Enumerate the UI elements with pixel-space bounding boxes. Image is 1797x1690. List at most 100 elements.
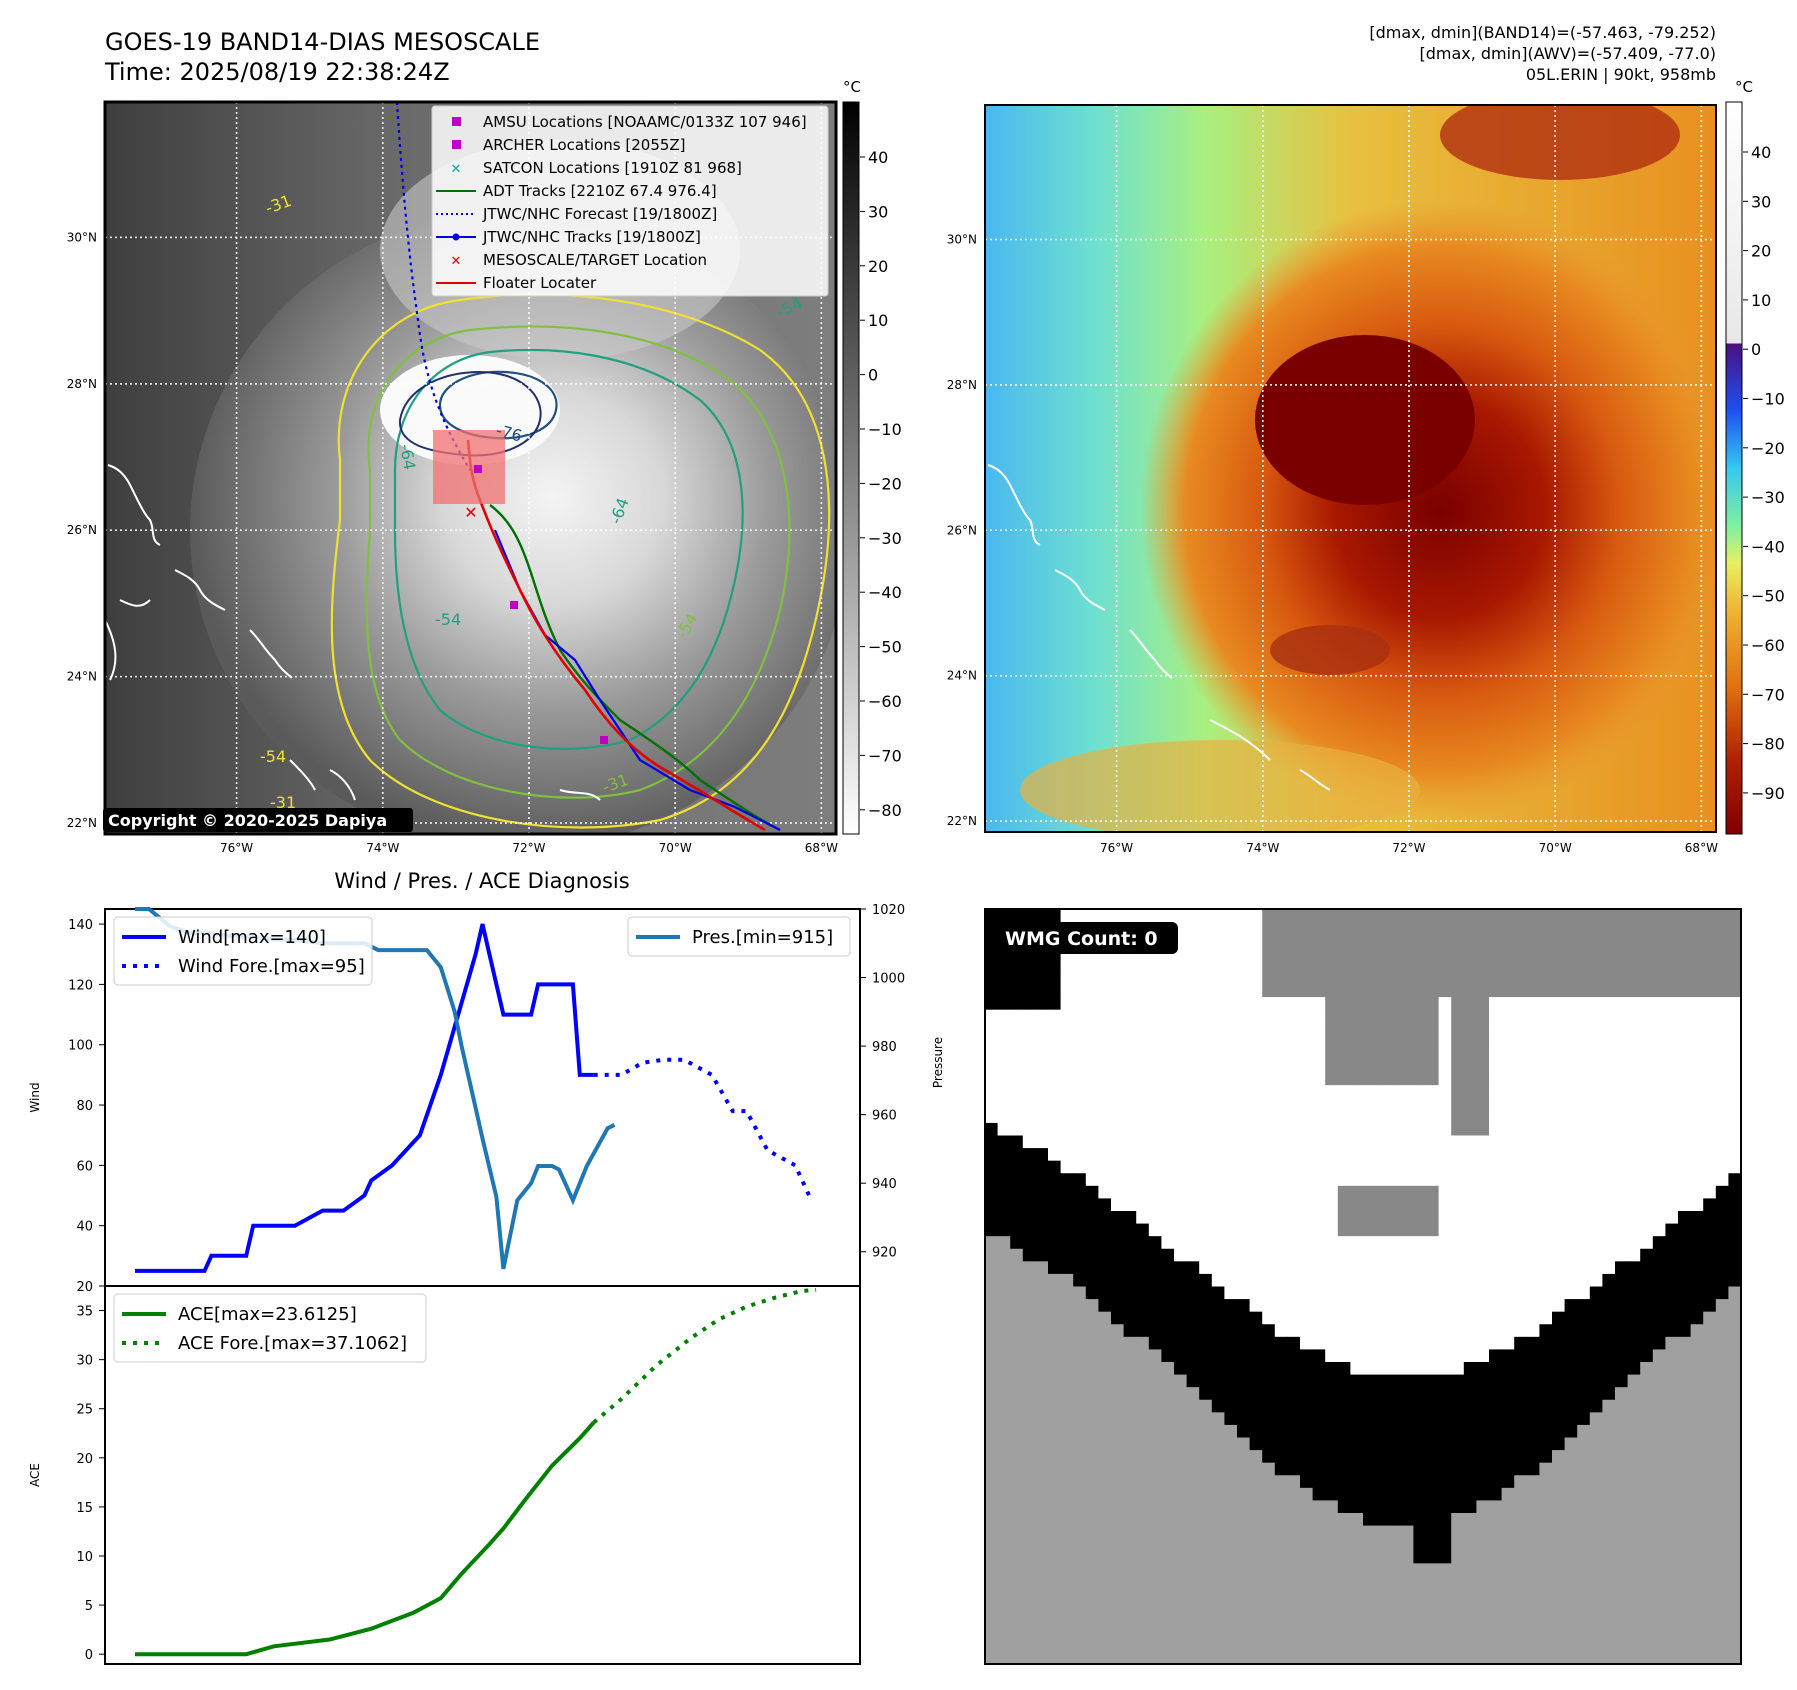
legend-entry: AMSU Locations [NOAAMC/0133Z 107 946] xyxy=(452,113,807,131)
wmg-cell xyxy=(1048,909,1062,923)
wmg-cell xyxy=(985,1122,999,1136)
wmg-cell xyxy=(1627,1387,1641,1401)
wmg-cell xyxy=(1438,1374,1452,1388)
wmg-cell xyxy=(1451,1525,1465,1539)
wmg-cell xyxy=(1350,1198,1364,1212)
wmg-cell xyxy=(1123,1022,1137,1036)
wmg-cell xyxy=(1640,1651,1654,1665)
wmg-cell xyxy=(1312,909,1326,923)
wmg-cell xyxy=(1136,984,1150,998)
wmg-cell xyxy=(1690,934,1704,948)
wmg-cell xyxy=(1703,1110,1717,1124)
wmg-cell xyxy=(1438,1450,1452,1464)
wmg-cell xyxy=(1325,1286,1339,1300)
wmg-cell xyxy=(1237,1374,1251,1388)
wmg-cell xyxy=(1186,1500,1200,1514)
wmg-cell xyxy=(1060,1613,1074,1627)
wmg-cell xyxy=(1514,1462,1528,1476)
wmg-cell xyxy=(1300,1588,1314,1602)
wmg-cell xyxy=(1136,1085,1150,1099)
wmg-cell xyxy=(1438,997,1452,1011)
wmg-cell xyxy=(1627,1236,1641,1250)
wmg-cell xyxy=(1224,1009,1238,1023)
wmg-cell xyxy=(1274,1236,1288,1250)
wmg-cell xyxy=(1249,909,1263,923)
wmg-cell xyxy=(1136,1638,1150,1652)
wmg-cell xyxy=(1728,909,1742,923)
wmg-cell xyxy=(1287,1097,1301,1111)
wmg-cell xyxy=(1035,1601,1049,1615)
wmg-cell xyxy=(1400,1173,1414,1187)
wmg-cell xyxy=(1388,1072,1402,1086)
wmg-cell xyxy=(1665,1286,1679,1300)
wmg-cell xyxy=(1111,1060,1125,1074)
wmg-cell xyxy=(1048,1085,1062,1099)
wmg-cell xyxy=(1438,1626,1452,1640)
wmg-cell xyxy=(1249,959,1263,973)
wmg-cell xyxy=(1174,1273,1188,1287)
wmg-cell xyxy=(1526,1638,1540,1652)
wmg-cell xyxy=(1589,1047,1603,1061)
wmg-cell xyxy=(1715,1236,1729,1250)
wmg-cell xyxy=(1703,934,1717,948)
wmg-cell xyxy=(1703,1550,1717,1564)
wmg-cell xyxy=(1501,1525,1515,1539)
wmg-cell xyxy=(1085,1072,1099,1086)
wmg-cell xyxy=(1123,1097,1137,1111)
wmg-cell xyxy=(1325,1022,1339,1036)
wmg-cell xyxy=(1526,1613,1540,1627)
wmg-cell xyxy=(1337,1601,1351,1615)
wmg-cell xyxy=(997,1236,1011,1250)
wmg-cell xyxy=(1174,909,1188,923)
wmg-cell xyxy=(1388,1211,1402,1225)
wmg-cell xyxy=(1211,1148,1225,1162)
wmg-cell xyxy=(1501,1550,1515,1564)
wmg-cell xyxy=(1665,1462,1679,1476)
wmg-cell xyxy=(1438,1563,1452,1577)
wmg-cell xyxy=(1312,1185,1326,1199)
wmg-cell xyxy=(1136,1588,1150,1602)
wmg-cell xyxy=(1211,1223,1225,1237)
wmg-cell xyxy=(1123,1462,1137,1476)
wmg-cell xyxy=(1211,997,1225,1011)
wmg-cell xyxy=(1186,1034,1200,1048)
wmg-cell xyxy=(1564,971,1578,985)
wmg-cell xyxy=(997,1362,1011,1376)
wmg-cell xyxy=(1300,1613,1314,1627)
wmg-cell xyxy=(1388,1173,1402,1187)
wmg-cell xyxy=(1287,1651,1301,1665)
wmg-cell xyxy=(1111,1336,1125,1350)
wmg-cell xyxy=(1703,1487,1717,1501)
wmg-cell xyxy=(1161,1047,1175,1061)
wmg-cell xyxy=(1300,921,1314,935)
wmg-cell xyxy=(1451,1399,1465,1413)
wmg-cell xyxy=(1350,1085,1364,1099)
wmg-cell xyxy=(1690,1085,1704,1099)
wmg-cell xyxy=(1640,1097,1654,1111)
wmg-cell xyxy=(1174,1513,1188,1527)
wmg-cell xyxy=(1438,1550,1452,1564)
wmg-cell xyxy=(1224,1575,1238,1589)
wmg-cell xyxy=(1035,1273,1049,1287)
wmg-cell xyxy=(1526,1261,1540,1275)
wmg-cell xyxy=(1703,946,1717,960)
wmg-cell xyxy=(1400,946,1414,960)
wmg-cell xyxy=(1489,1324,1503,1338)
wmg-cell xyxy=(1085,1248,1099,1262)
wmg-cell xyxy=(1640,1462,1654,1476)
wmg-cell xyxy=(1111,1349,1125,1363)
wmg-cell xyxy=(1199,1412,1213,1426)
wmg-cell xyxy=(1123,1009,1137,1023)
wmg-cell xyxy=(1640,1248,1654,1262)
wmg-cell xyxy=(1388,997,1402,1011)
wmg-cell xyxy=(1174,1563,1188,1577)
wmg-cell xyxy=(1451,1575,1465,1589)
wmg-cell xyxy=(1451,984,1465,998)
wmg-cell xyxy=(1085,1626,1099,1640)
wmg-cell xyxy=(1148,971,1162,985)
wmg-cell xyxy=(1665,1085,1679,1099)
wmg-cell xyxy=(1048,1324,1062,1338)
wmg-cell xyxy=(1489,1462,1503,1476)
wmg-cell xyxy=(1476,909,1490,923)
wmg-cell xyxy=(1552,1424,1566,1438)
